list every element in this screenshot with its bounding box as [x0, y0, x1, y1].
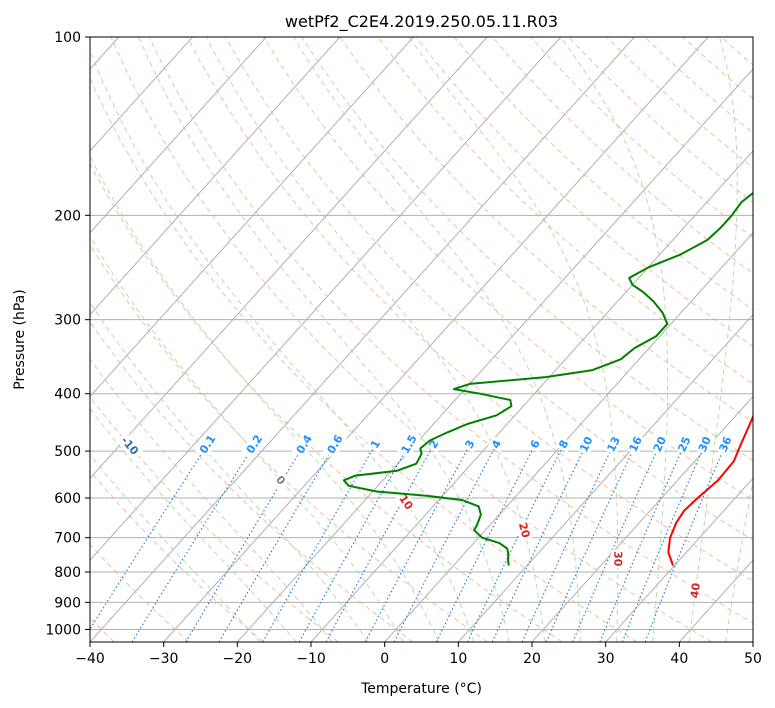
moist-adiabat-0	[90, 235, 404, 642]
dry-adiabat--20	[90, 470, 264, 642]
mixing-ratio-line-0.6	[218, 440, 338, 642]
x-axis-title: Temperature (°C)	[360, 681, 482, 697]
mixing-ratio-line-0.2	[131, 440, 258, 642]
moist-adiabat--10	[90, 358, 333, 642]
isotherm-30	[605, 477, 753, 642]
dry-adiabat-120	[415, 37, 753, 348]
mixing-ratio-line-0.1	[90, 440, 211, 630]
x-tick-label: −30	[149, 651, 179, 667]
y-axis-title: Pressure (hPa)	[12, 289, 28, 389]
mixing-ratio-line-6	[435, 440, 538, 642]
isotherm--80	[90, 37, 341, 316]
moist-adiabat-5	[90, 155, 439, 642]
moist-adiabat-15	[138, 37, 510, 642]
y-tick-label: 100	[54, 30, 81, 46]
mixing-ratio-line-20	[572, 440, 663, 642]
isotherm-20	[531, 395, 753, 642]
moist-adiabat-label: 40	[688, 582, 703, 599]
mixing-ratio-line-13	[521, 440, 616, 642]
x-tick-label: 0	[380, 651, 389, 667]
x-tick-label: 10	[449, 651, 467, 667]
y-tick-label: 400	[54, 387, 81, 403]
grid-lines	[90, 37, 753, 642]
dry-adiabat-30	[90, 76, 638, 642]
dry-adiabat-90	[301, 37, 753, 462]
moist-adiabat-30	[408, 37, 619, 642]
mixing-ratio-line-16	[545, 440, 638, 642]
isotherm--90	[90, 37, 267, 234]
mixing-ratio-line-8	[467, 440, 567, 642]
moist-adiabat-45	[725, 477, 753, 642]
mixing-ratio-line-1.5	[298, 440, 412, 642]
moist-adiabat--5	[90, 301, 369, 642]
y-tick-label: 1000	[45, 622, 81, 638]
mixing-ratio-label: 30	[696, 434, 714, 454]
dry-adiabat-40	[110, 37, 712, 642]
moist-adiabat-label: 30	[611, 551, 624, 567]
y-tick-label: 300	[54, 313, 81, 329]
x-tick-label: 50	[744, 651, 762, 667]
profile-line-1	[342, 191, 753, 566]
x-tick-label: 40	[670, 651, 688, 667]
moist-adiabat-25	[293, 37, 582, 642]
sounding-profiles	[342, 191, 753, 566]
mixing-ratio-label: 20	[651, 434, 669, 454]
moist-adiabat--20	[90, 453, 261, 642]
mixing-ratio-label: 13	[605, 435, 623, 454]
x-tick-label: −10	[296, 651, 326, 667]
moist-adiabat-10	[90, 49, 475, 642]
y-tick-label: 800	[54, 565, 81, 581]
isotherm--100	[90, 37, 193, 152]
isotherm--30	[163, 37, 709, 642]
x-tick-label: −20	[223, 651, 253, 667]
mixing-ratio-label: 10	[577, 434, 596, 454]
isotherm--20	[236, 68, 753, 642]
mixing-ratio-label: 25	[675, 435, 693, 454]
plot-frame	[89, 36, 754, 643]
dry-adiabat-80	[263, 37, 753, 501]
plot-background	[90, 37, 753, 642]
x-tick-label: −40	[75, 651, 105, 667]
y-tick-label: 600	[54, 491, 81, 507]
mixing-ratio-line-2	[325, 440, 437, 642]
moist-adiabat-50	[762, 37, 775, 642]
dry-adiabat-20	[90, 162, 563, 642]
dry-adiabats	[90, 37, 775, 642]
isotherm-10	[457, 313, 753, 642]
moist-adiabat-35	[560, 37, 669, 642]
y-tick-label: 500	[54, 444, 81, 460]
chart-title: wetPf2_C2E4.2019.250.05.11.R03	[285, 12, 558, 32]
mixing-ratio-line-25	[599, 440, 687, 642]
dry-adiabat-10	[90, 243, 488, 642]
dry-adiabat-210	[759, 37, 775, 642]
profile-line-0	[667, 414, 753, 566]
dry-adiabat-60	[186, 37, 753, 582]
mixing-ratio-line-1	[262, 440, 379, 642]
y-tick-label: 900	[54, 595, 81, 611]
isotherm--50	[90, 37, 562, 561]
dry-adiabat-70	[224, 37, 753, 541]
isotherm-50	[752, 641, 753, 642]
y-axis-ticks: 100 200 300 400 500 600 700 800 900 1000	[45, 30, 90, 638]
y-tick-label: 200	[54, 208, 81, 224]
moist-adiabat-label: 20	[516, 521, 533, 540]
mixing-ratio-label: 16	[627, 434, 645, 454]
x-tick-label: 20	[523, 651, 541, 667]
isotherm--60	[90, 37, 488, 480]
y-tick-label: 700	[54, 531, 81, 547]
mixing-ratio-label: 36	[717, 434, 735, 454]
isotherm--40	[90, 37, 635, 642]
isotherm-0	[384, 231, 753, 642]
x-axis-ticks: −40 −30 −20 −10 0 10 20 30 40 50	[75, 642, 762, 667]
moist-adiabat-20	[205, 37, 546, 642]
dry-adiabat-110	[377, 37, 753, 385]
isotherm--70	[90, 37, 414, 398]
moist-adiabat--15	[90, 408, 297, 642]
x-tick-label: 30	[597, 651, 615, 667]
dry-adiabat-50	[148, 37, 753, 624]
moist-adiabats	[90, 37, 775, 642]
